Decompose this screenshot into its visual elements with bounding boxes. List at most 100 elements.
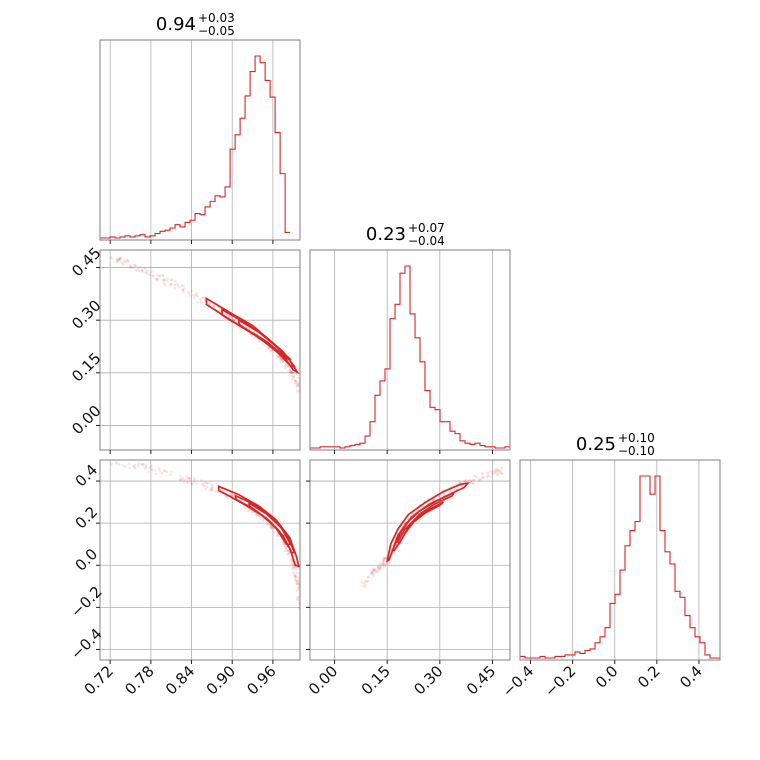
scatter-point — [292, 375, 295, 378]
scatter-point — [383, 556, 386, 560]
scatter-point — [287, 368, 290, 372]
scatter-point — [472, 478, 476, 482]
scatter-point — [382, 563, 386, 566]
scatter-point — [122, 259, 126, 263]
scatter-point — [493, 469, 497, 473]
scatter-point — [489, 475, 492, 479]
scatter-point — [160, 471, 164, 474]
scatter-point — [294, 568, 298, 572]
y-tick-label: 0.45 — [68, 244, 104, 280]
scatter-point — [146, 269, 150, 272]
scatter-point — [363, 585, 367, 589]
scatter-point — [289, 370, 292, 373]
density-contour — [217, 485, 300, 568]
scatter-point — [170, 278, 174, 282]
scatter-point — [294, 579, 297, 582]
scatter-point — [295, 580, 299, 583]
x-tick-label: 0.84 — [162, 662, 198, 698]
scatter-point — [295, 384, 299, 387]
scatter-point — [496, 468, 500, 471]
scatter-point — [283, 364, 287, 368]
scatter-point — [128, 264, 132, 267]
scatter-point — [293, 566, 297, 569]
density-contour — [248, 501, 292, 546]
x-tick-label: 0.2 — [634, 662, 664, 692]
scatter-point — [377, 568, 381, 571]
scatter-point — [261, 342, 264, 346]
scatter-point — [295, 582, 299, 585]
scatter-point — [286, 549, 289, 552]
x-tick-label: −0.4 — [499, 662, 537, 700]
scatter-point — [372, 575, 375, 578]
x-tick-label: 0.4 — [676, 662, 706, 692]
scatter-point — [225, 313, 229, 316]
scatter-point — [134, 264, 138, 268]
scatter-point — [203, 484, 207, 488]
scatter-point — [193, 478, 196, 482]
scatter-point — [284, 363, 288, 367]
scatter-point — [141, 270, 144, 273]
scatter-point — [440, 494, 443, 497]
scatter-point — [185, 481, 189, 485]
scatter-point — [294, 575, 298, 578]
scatter-point — [429, 500, 432, 503]
scatter-point — [132, 263, 136, 267]
scatter-point — [379, 567, 383, 570]
scatter-point — [257, 340, 261, 343]
scatter-point — [491, 471, 495, 475]
scatter-point — [158, 469, 162, 472]
scatter-point — [374, 568, 377, 571]
scatter-point — [496, 472, 499, 475]
scatter-point — [215, 490, 219, 494]
scatter-point — [194, 293, 198, 297]
scatter-point — [297, 380, 300, 384]
panel-frame — [99, 459, 301, 661]
scatter-point — [370, 572, 373, 576]
scatter-point — [144, 464, 148, 467]
scatter-point — [288, 371, 292, 374]
scatter-point — [156, 277, 160, 281]
scatter-point — [115, 257, 119, 261]
scatter-point — [166, 277, 170, 280]
panel-frame — [309, 459, 511, 661]
scatter-point — [258, 515, 262, 519]
scatter-point — [138, 265, 142, 269]
scatter-point — [162, 469, 166, 472]
scatter-point — [206, 482, 210, 485]
density-contour — [238, 318, 293, 360]
scatter-point — [117, 258, 120, 262]
scatter-point — [293, 575, 297, 578]
scatter-point — [181, 289, 185, 292]
scatter-point — [202, 481, 205, 485]
scatter-point — [495, 469, 499, 472]
scatter-point — [269, 349, 272, 353]
scatter-point — [290, 371, 294, 375]
scatter-point — [284, 549, 287, 553]
scatter-point — [142, 462, 145, 466]
scatter-point — [209, 488, 213, 492]
panel-frame — [99, 39, 301, 241]
y-tick-label: 0.2 — [72, 503, 102, 533]
x-tick-label: 0.45 — [463, 662, 499, 698]
scatter-point — [256, 514, 259, 518]
scatter-point — [382, 559, 386, 563]
scatter-point — [185, 474, 188, 478]
scatter-point — [373, 569, 377, 572]
scatter-point — [382, 556, 386, 560]
scatter-point — [188, 476, 192, 480]
scatter-point — [202, 484, 205, 487]
scatter-point — [386, 562, 389, 565]
scatter-point — [133, 264, 137, 267]
scatter-point — [186, 477, 189, 480]
scatter-point — [448, 490, 452, 493]
scatter-point — [376, 566, 380, 569]
scatter-point — [123, 465, 127, 468]
scatter-point — [169, 283, 172, 287]
scatter-point — [223, 495, 227, 498]
scatter-point — [143, 266, 147, 270]
scatter-point — [117, 463, 121, 466]
scatter-point — [481, 475, 485, 479]
scatter-point — [296, 580, 300, 583]
scatter-point — [150, 464, 153, 468]
scatter-point — [255, 513, 259, 517]
